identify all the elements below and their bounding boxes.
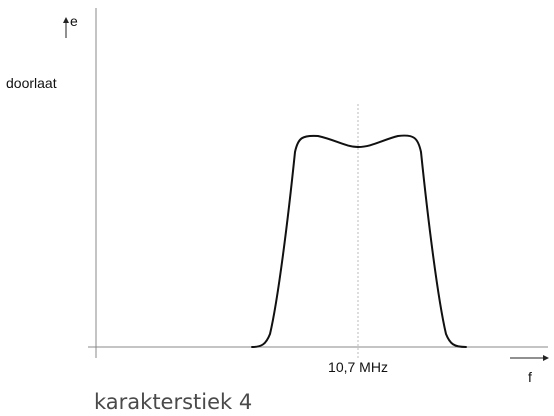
diagram-caption: karakterstiek 4	[94, 390, 252, 414]
center-frequency-label: 10,7 MHz	[328, 359, 388, 375]
y-axis-symbol: e	[70, 13, 78, 29]
x-axis-symbol: f	[528, 369, 532, 385]
passband-curve	[251, 134, 467, 348]
y-axis-label: doorlaat	[6, 75, 57, 91]
